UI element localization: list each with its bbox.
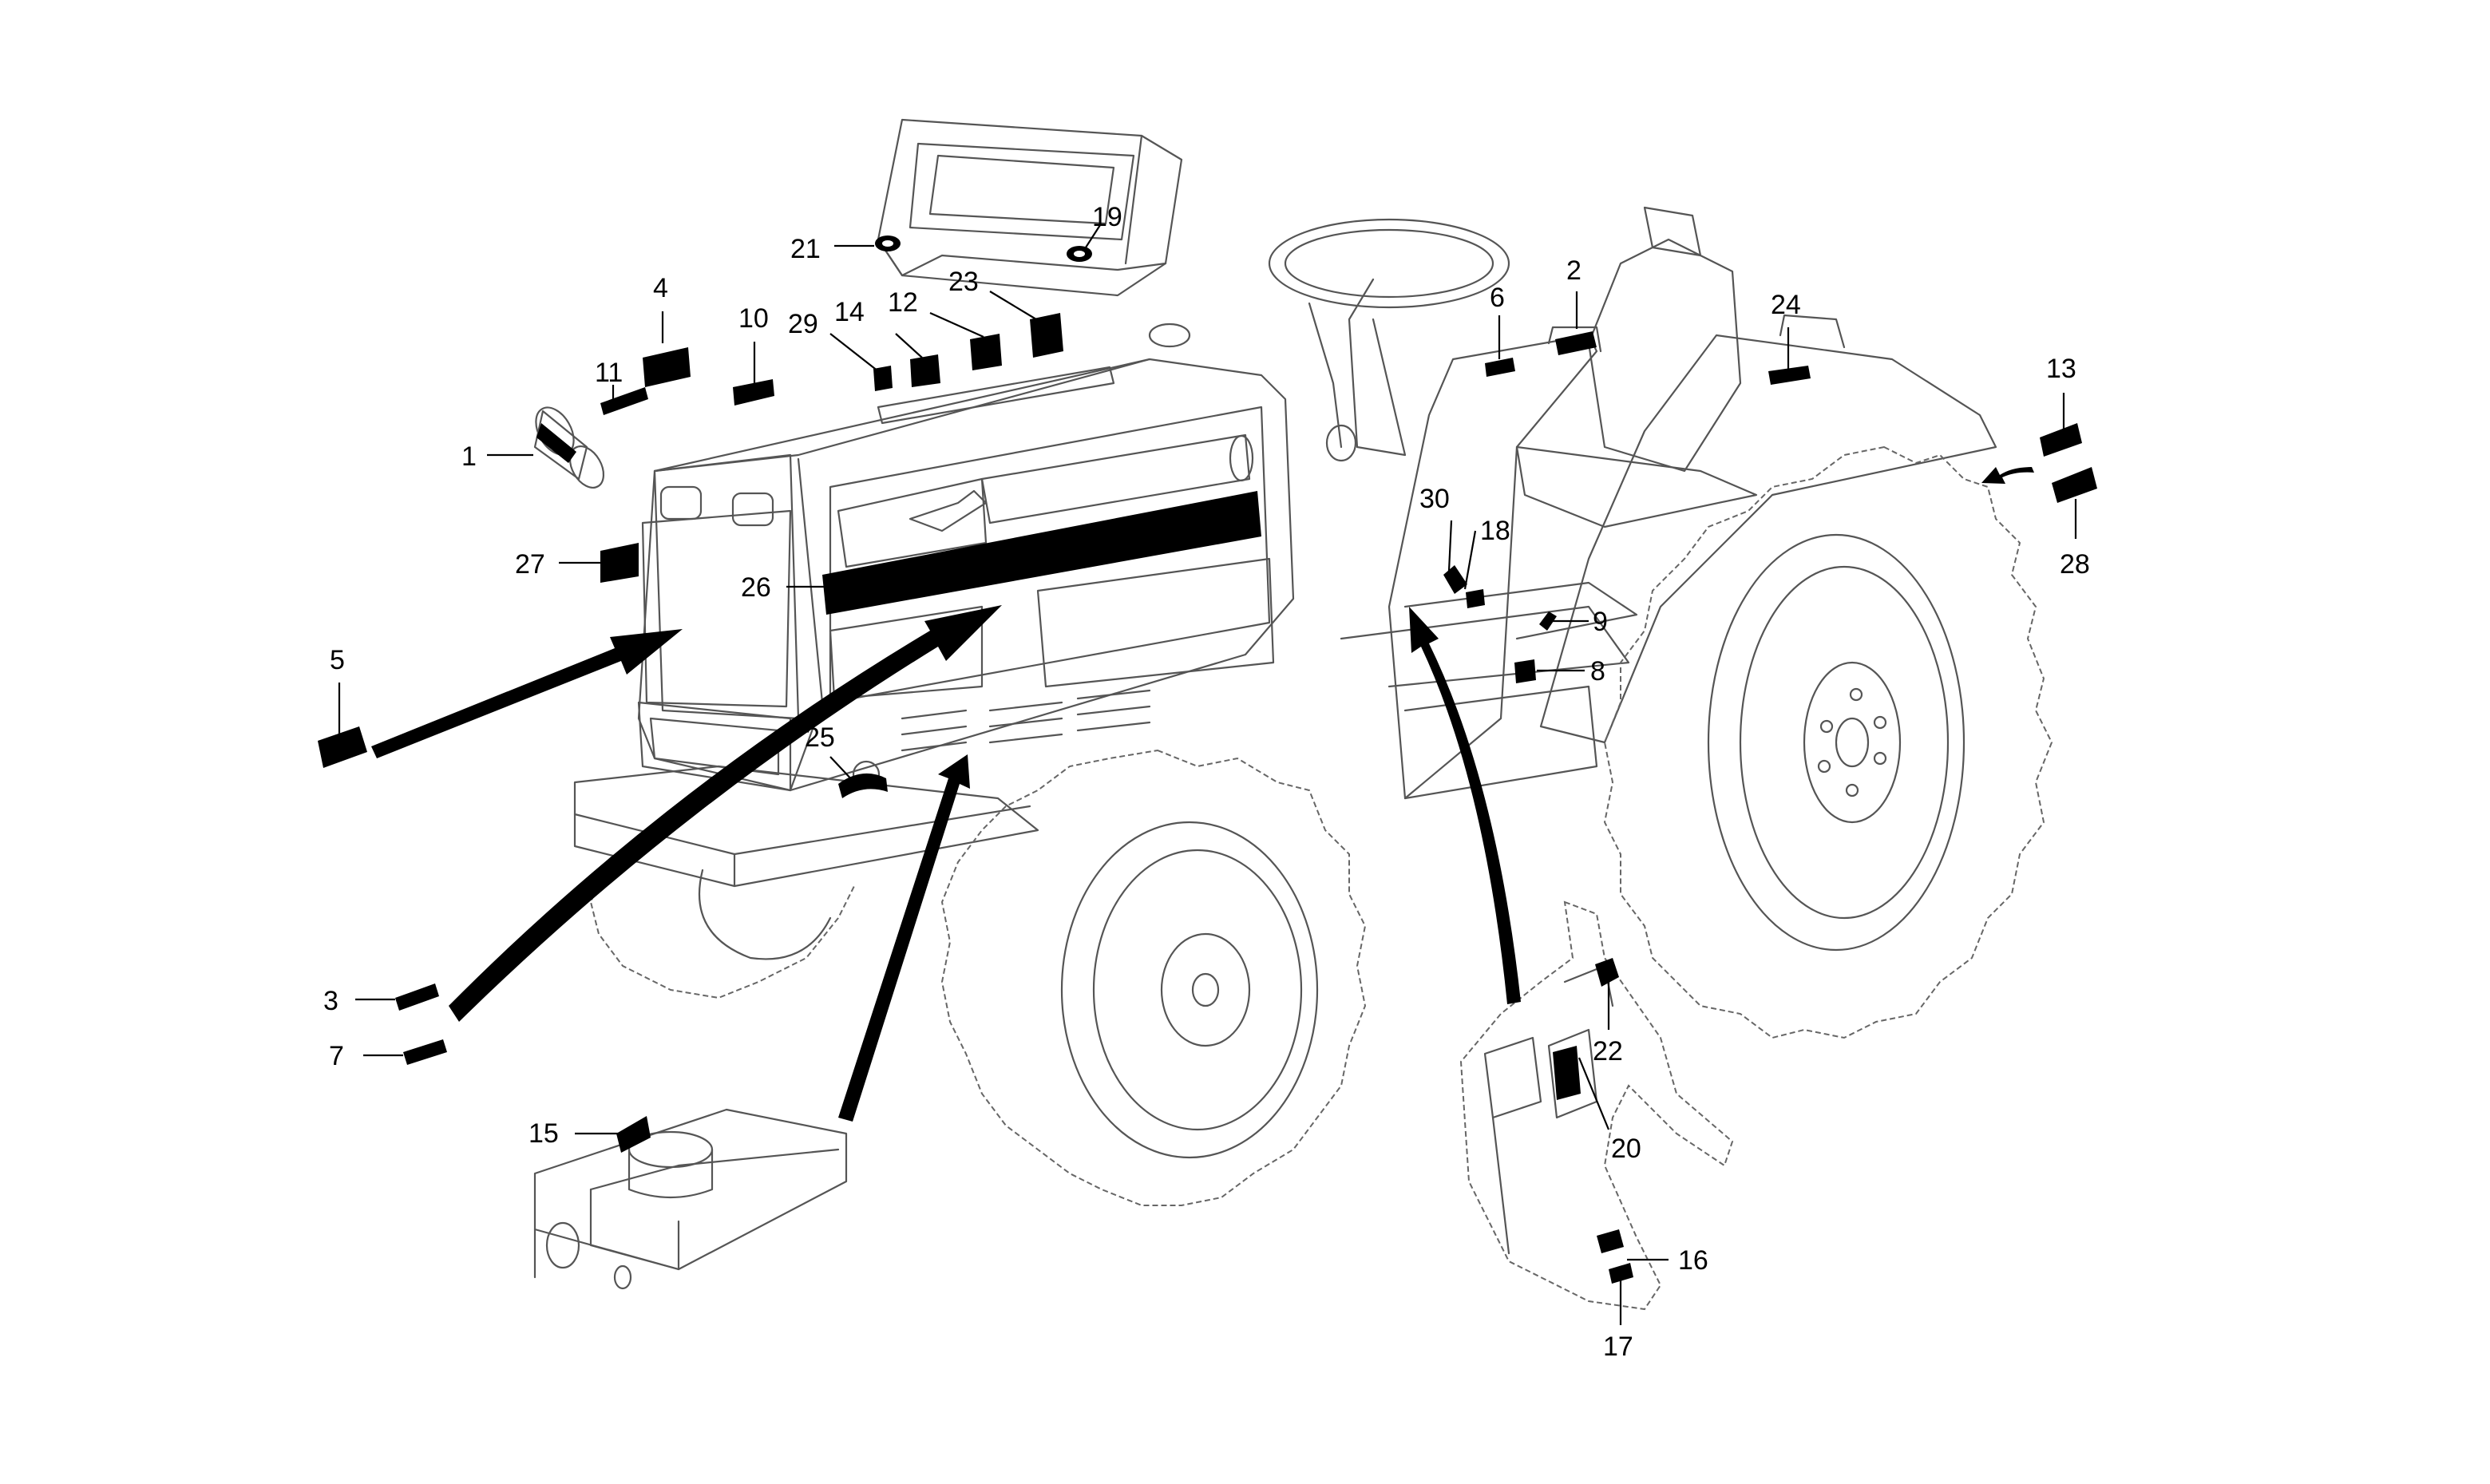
callout-9: 9: [1593, 607, 1608, 637]
decal-15: [616, 1116, 651, 1153]
decal-20: [1553, 1046, 1581, 1100]
decal-25: [838, 773, 888, 798]
decal-9: [1539, 611, 1557, 631]
callout-6: 6: [1490, 283, 1505, 313]
decal-17: [1609, 1263, 1633, 1284]
callout-1: 1: [461, 441, 477, 472]
arrow-5: [371, 629, 683, 758]
fluid-tank: [533, 1108, 848, 1290]
decal-3: [395, 983, 439, 1011]
callout-29: 29: [788, 309, 818, 339]
left-fender: [1340, 334, 1638, 800]
callout-30: 30: [1419, 484, 1450, 514]
fuel-filler-cap: [533, 406, 605, 489]
decal-23: [1030, 313, 1063, 358]
callout-17: 17: [1603, 1332, 1633, 1362]
front-wheel-far: [589, 861, 855, 999]
decal-26: [822, 491, 1261, 615]
decal-24: [1768, 366, 1811, 385]
arrow-3: [449, 605, 1002, 1022]
instrument-panel: [877, 118, 1183, 297]
decal-16: [1597, 1229, 1624, 1253]
callout-11: 11: [595, 358, 623, 388]
callout-19: 19: [1092, 202, 1122, 232]
decal-2: [1555, 331, 1597, 355]
callout-28: 28: [2060, 549, 2090, 580]
callout-21: 21: [790, 234, 821, 264]
decal-29: [873, 366, 893, 391]
decals: [318, 235, 2097, 1284]
decal-7: [403, 1039, 447, 1065]
front-wheel: [940, 749, 1367, 1206]
callout-18: 18: [1480, 516, 1510, 546]
callout-4: 4: [653, 273, 668, 303]
rear-wheel: [1603, 445, 2053, 1039]
arrow-15: [838, 754, 970, 1122]
arrow-floor: [1409, 607, 1521, 1004]
front-grille: [637, 453, 1151, 792]
decal-14: [910, 354, 940, 387]
leader-lines: [338, 224, 2077, 1325]
callout-10: 10: [738, 303, 769, 334]
callout-25: 25: [805, 722, 835, 753]
callout-3: 3: [323, 986, 338, 1016]
pointer-arrows: [371, 467, 2034, 1122]
steering-wheel: [1268, 218, 1510, 462]
callout-numbers: 1 2 3 4 5 6 7 8 9 10 11 12 13 14 15 16 1…: [323, 202, 2090, 1362]
callout-8: 8: [1590, 656, 1605, 687]
decal-10: [733, 379, 774, 406]
decal-18: [1466, 589, 1485, 608]
decal-28: [2052, 467, 2097, 503]
decal-12: [970, 334, 1002, 370]
decal-6: [1485, 358, 1515, 377]
right-fender: [1539, 314, 1997, 744]
callout-23: 23: [948, 267, 979, 297]
callout-7: 7: [329, 1041, 344, 1071]
arrow-13: [1981, 467, 2034, 484]
tractor-drawing: [533, 118, 2053, 1311]
callout-27: 27: [515, 549, 545, 580]
callout-16: 16: [1678, 1245, 1708, 1276]
front-bumper: [573, 760, 1039, 888]
callout-12: 12: [888, 287, 918, 318]
callout-5: 5: [330, 645, 345, 675]
callout-15: 15: [528, 1118, 559, 1149]
callout-22: 22: [1593, 1036, 1623, 1067]
decal-13: [2040, 423, 2082, 457]
callout-13: 13: [2046, 354, 2076, 384]
callout-24: 24: [1771, 290, 1801, 320]
callout-2: 2: [1566, 255, 1581, 286]
decal-30: [1443, 565, 1467, 594]
decal-5: [318, 726, 367, 768]
decal-27: [600, 543, 639, 583]
decal-4: [643, 347, 691, 387]
decal-11: [600, 387, 648, 415]
callout-14: 14: [834, 297, 865, 327]
seat: [1515, 206, 1758, 528]
callout-20: 20: [1611, 1134, 1641, 1164]
decal-22: [1595, 958, 1619, 987]
callout-26: 26: [741, 572, 771, 603]
decal-8: [1514, 659, 1536, 683]
